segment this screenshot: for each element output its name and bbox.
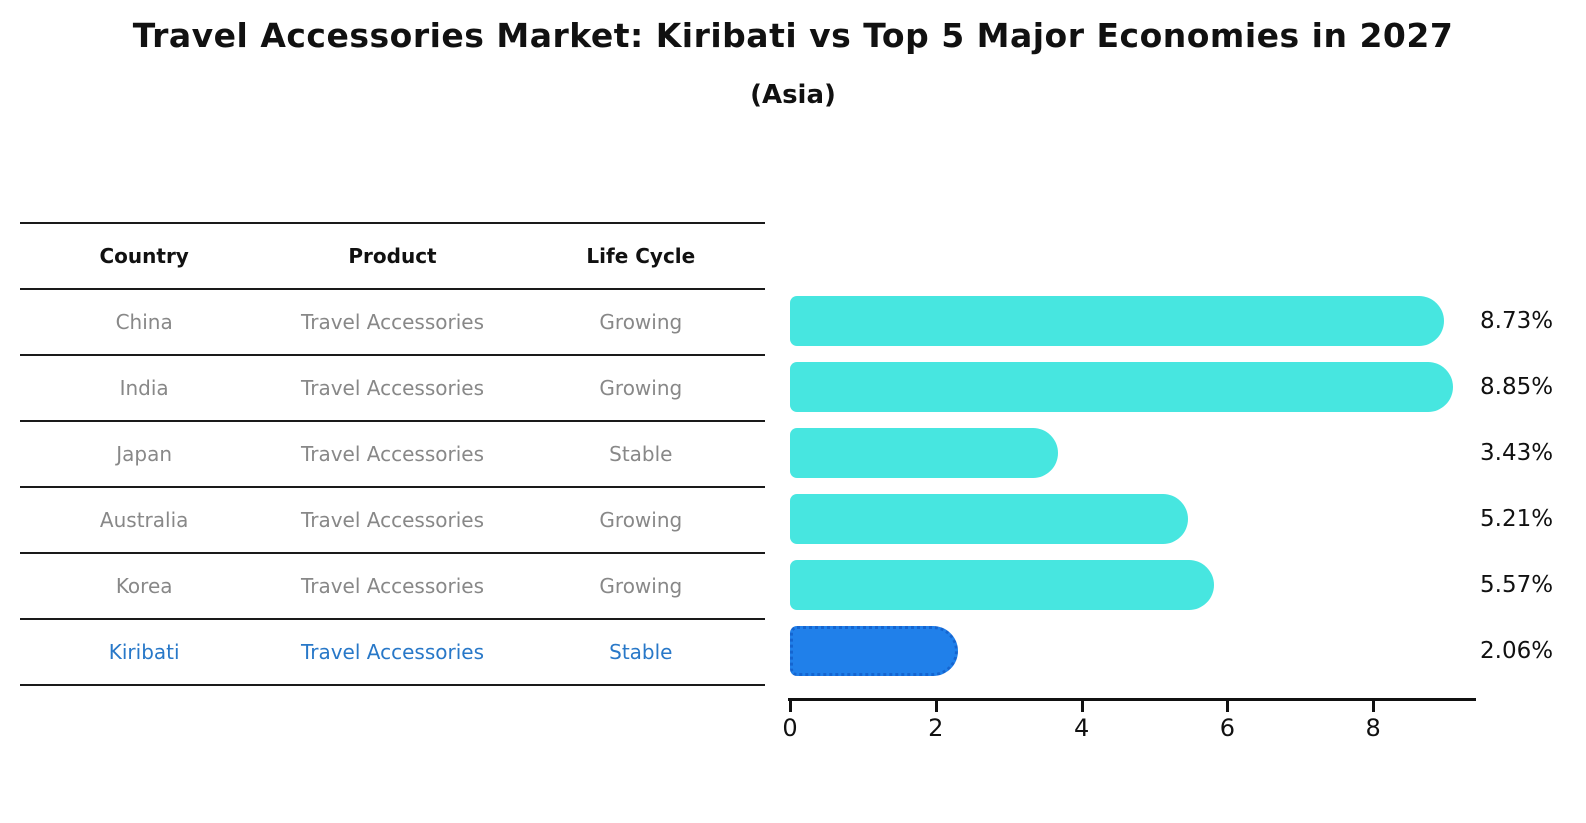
x-tick-mark-4 [1080,701,1084,712]
x-axis: 0 2 4 6 8 [782,698,1476,748]
table-header-row: Country Product Life Cycle [20,224,765,290]
cell-life-cycle: Growing [599,508,683,532]
value-label-australia: 5.21% [1480,506,1554,532]
bar-plot [790,288,1480,684]
cell-country: China [115,310,173,334]
cell-product: Travel Accessories [300,442,484,466]
cell-country: Japan [116,442,173,466]
bar-row-kiribati [790,618,1480,684]
x-tick-label-8: 8 [1365,714,1381,742]
cell-life-cycle: Stable [609,442,673,466]
value-label-india: 8.85% [1480,374,1554,400]
value-label-kiribati: 2.06% [1480,638,1554,664]
table-row-japan: Japan Travel Accessories Stable [20,422,765,488]
country-table-body: China Travel Accessories Growing India Trave… [20,290,765,686]
x-tick-label-4: 4 [1073,714,1090,742]
x-tick-label-2: 2 [928,714,944,742]
cell-country: Korea [115,574,173,598]
cell-product: Travel Accessories [300,310,484,334]
cell-country: Australia [99,508,189,532]
x-tick-label-0: 0 [782,714,798,742]
cell-product: Travel Accessories [300,508,484,532]
x-tick-mark-0 [789,701,792,712]
value-label-japan: 3.43% [1480,440,1554,466]
chart-subtitle: (Asia) [750,80,836,110]
cell-life-cycle: Growing [599,310,683,334]
cell-country: Kiribati [108,640,180,664]
cell-country: India [119,376,169,400]
bar-korea [790,560,1214,610]
bar-row-australia [790,486,1480,552]
cell-life-cycle: Growing [599,574,683,598]
x-tick-label-6: 6 [1219,714,1236,742]
table-row-korea: Korea Travel Accessories Growing [20,554,765,620]
value-label-korea: 5.57% [1480,572,1554,598]
bar-row-japan [790,420,1480,486]
bar-japan [790,428,1058,478]
bar-china [790,296,1444,346]
cell-product: Travel Accessories [300,640,484,664]
bar-row-india [790,354,1480,420]
bar-australia [790,494,1188,544]
cell-life-cycle: Growing [599,376,683,400]
cell-product: Travel Accessories [300,574,484,598]
bar-row-korea [790,552,1480,618]
table-row-kiribati: Kiribati Travel Accessories Stable [20,620,765,686]
value-label-china: 8.73% [1480,308,1554,334]
x-axis-line [788,698,1476,701]
cell-product: Travel Accessories [300,376,484,400]
column-header-country: Country [99,244,189,268]
value-label-column: 8.73% 8.85% 3.43% 5.21% 5.57% 2.06% [1480,288,1580,684]
cell-life-cycle: Stable [609,640,673,664]
x-tick-mark-8 [1372,701,1376,712]
table-row-australia: Australia Travel Accessories Growing [20,488,765,554]
table-row-india: India Travel Accessories Growing [20,356,765,422]
chart-title: Travel Accessories Market: Kiribati vs T… [132,16,1454,55]
country-table: Country Product Life Cycle China Travel A… [20,222,765,686]
table-row-china: China Travel Accessories Growing [20,290,765,356]
bar-india [790,362,1453,412]
x-tick-mark-6 [1226,701,1230,712]
bar-kiribati [790,626,958,676]
x-tick-mark-2 [934,701,938,712]
bar-row-china [790,288,1480,354]
column-header-life-cycle: Life Cycle [586,244,696,268]
column-header-product: Product [348,244,437,268]
